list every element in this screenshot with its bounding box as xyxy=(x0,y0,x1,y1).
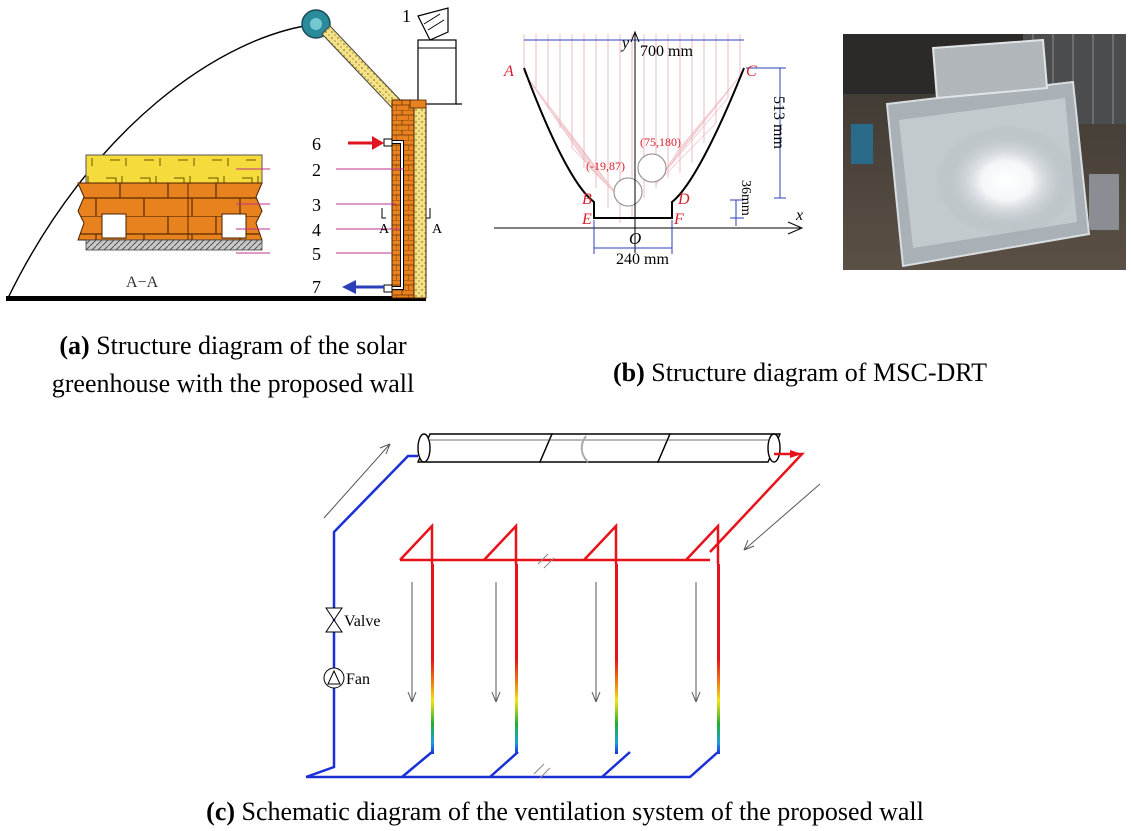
width-label: 700 mm xyxy=(640,43,693,60)
panel-b: 700 mm y x O 240 mm 513 mm 36mm A B C D … xyxy=(490,28,815,273)
section-title: A−A xyxy=(126,274,159,291)
wall-insulation xyxy=(413,105,427,299)
caption-a-line2: greenhouse with the proposed wall xyxy=(51,369,415,398)
gap-label: 36mm xyxy=(738,180,753,216)
ground-line xyxy=(6,296,426,301)
section-hatch-layer xyxy=(85,239,263,251)
height-label: 513 mm xyxy=(770,96,787,149)
point-e: E xyxy=(581,211,592,228)
receiver-tube-2 xyxy=(637,153,667,183)
greenhouse-arc xyxy=(7,23,319,299)
label-2: 2 xyxy=(312,160,321,180)
label-5: 5 xyxy=(312,244,321,264)
caption-b-label: (b) xyxy=(613,358,645,387)
section-mark-right: A xyxy=(432,222,443,237)
collector-photo xyxy=(843,34,1126,270)
ventilation-system-diagram: Valve Fan xyxy=(305,433,821,779)
label-4: 4 xyxy=(312,220,321,240)
supply-pipe xyxy=(305,454,418,779)
point-c: C xyxy=(746,63,757,80)
base-label: 240 mm xyxy=(616,251,669,268)
point-b: B xyxy=(582,191,592,208)
label-6: 6 xyxy=(312,134,321,154)
collector-duct xyxy=(417,39,457,105)
section-yellow-layer xyxy=(85,154,263,184)
point-d: D xyxy=(677,191,690,208)
panel-a: 1 2 3 4 5 6 7 A A A−A xyxy=(0,0,470,310)
msc-drt-diagram: 700 mm y x O 240 mm 513 mm 36mm A B C D … xyxy=(494,30,804,268)
caption-a-line1: Structure diagram of the solar xyxy=(89,331,407,360)
x-axis-label: x xyxy=(795,207,803,224)
caption-c-label: (c) xyxy=(206,797,236,826)
collector-tubes xyxy=(416,433,782,463)
label-3: 3 xyxy=(312,195,321,215)
outlet-pipe xyxy=(709,452,805,553)
caption-c-text: Schematic diagram of the ventilation sys… xyxy=(235,797,924,826)
caption-c: (c) Schematic diagram of the ventilation… xyxy=(100,793,1030,831)
section-mark-left: A xyxy=(379,222,390,237)
fan-label: Fan xyxy=(346,671,370,688)
bottom-manifold xyxy=(306,751,719,779)
label-7: 7 xyxy=(312,277,321,297)
receiver-tube-1 xyxy=(613,177,643,207)
label-1: 1 xyxy=(402,6,411,26)
caption-b-text: Structure diagram of MSC-DRT xyxy=(644,358,987,387)
roof-insulation xyxy=(321,25,405,113)
caption-b: (b) Structure diagram of MSC-DRT xyxy=(560,354,1040,392)
caption-a-label: (a) xyxy=(59,331,90,360)
origin-label: O xyxy=(629,229,641,248)
caption-a: (a) Structure diagram of the solar green… xyxy=(0,327,466,403)
circle1-coord: (-19,87) xyxy=(586,159,625,173)
point-a: A xyxy=(503,63,514,80)
collector-icon xyxy=(417,7,449,41)
circle2-coord: (75,180) xyxy=(640,135,681,149)
greenhouse-structure-diagram: 1 2 3 4 5 6 7 A A A−A xyxy=(6,6,462,301)
point-f: F xyxy=(673,211,684,228)
y-axis-label: y xyxy=(620,35,630,52)
valve-icon xyxy=(325,607,343,621)
panel-c: Valve Fan xyxy=(290,422,821,792)
valve-label: Valve xyxy=(344,613,380,630)
